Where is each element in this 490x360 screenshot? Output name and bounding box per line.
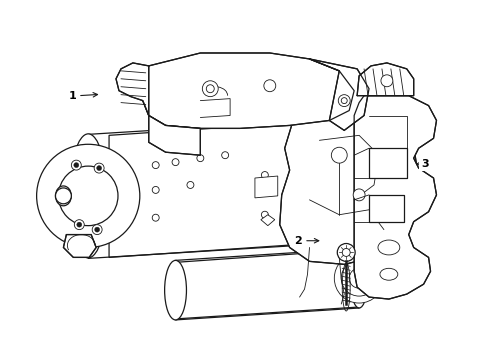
Ellipse shape bbox=[380, 268, 398, 280]
Circle shape bbox=[152, 214, 159, 221]
Circle shape bbox=[341, 260, 377, 296]
Ellipse shape bbox=[378, 240, 400, 255]
Text: 3: 3 bbox=[416, 159, 429, 169]
Circle shape bbox=[353, 189, 365, 201]
Circle shape bbox=[97, 166, 101, 171]
Circle shape bbox=[77, 222, 82, 227]
Circle shape bbox=[187, 181, 194, 188]
Polygon shape bbox=[143, 53, 354, 129]
Circle shape bbox=[92, 225, 102, 235]
Polygon shape bbox=[310, 59, 369, 130]
Circle shape bbox=[337, 243, 355, 261]
Circle shape bbox=[349, 268, 369, 288]
Polygon shape bbox=[116, 63, 149, 116]
Text: 2: 2 bbox=[294, 236, 319, 246]
Polygon shape bbox=[369, 195, 404, 222]
Circle shape bbox=[206, 85, 214, 93]
Circle shape bbox=[261, 211, 269, 218]
Ellipse shape bbox=[165, 260, 187, 320]
Circle shape bbox=[95, 227, 99, 232]
Circle shape bbox=[37, 144, 140, 247]
Circle shape bbox=[261, 172, 269, 179]
Circle shape bbox=[152, 186, 159, 193]
Ellipse shape bbox=[70, 134, 107, 258]
Circle shape bbox=[74, 163, 79, 168]
Circle shape bbox=[334, 253, 384, 303]
Circle shape bbox=[331, 147, 347, 163]
Polygon shape bbox=[175, 249, 359, 319]
Circle shape bbox=[221, 152, 229, 159]
Circle shape bbox=[74, 220, 84, 230]
Circle shape bbox=[197, 155, 204, 162]
Circle shape bbox=[72, 160, 81, 170]
Ellipse shape bbox=[350, 248, 368, 308]
Circle shape bbox=[172, 159, 179, 166]
Circle shape bbox=[152, 162, 159, 168]
Polygon shape bbox=[354, 96, 437, 299]
Circle shape bbox=[341, 98, 347, 104]
Polygon shape bbox=[261, 215, 275, 226]
Text: 1: 1 bbox=[69, 91, 98, 101]
Circle shape bbox=[202, 81, 218, 96]
Ellipse shape bbox=[317, 119, 342, 243]
Polygon shape bbox=[369, 148, 407, 178]
Polygon shape bbox=[280, 105, 418, 264]
Circle shape bbox=[381, 75, 393, 87]
Polygon shape bbox=[109, 121, 327, 257]
Circle shape bbox=[264, 80, 276, 92]
Circle shape bbox=[55, 188, 72, 204]
Ellipse shape bbox=[55, 186, 72, 206]
Circle shape bbox=[338, 95, 350, 107]
Circle shape bbox=[342, 248, 350, 256]
Polygon shape bbox=[63, 235, 96, 257]
Circle shape bbox=[94, 163, 104, 173]
Polygon shape bbox=[255, 176, 278, 198]
Circle shape bbox=[58, 166, 118, 226]
Polygon shape bbox=[357, 63, 414, 96]
Polygon shape bbox=[149, 116, 200, 155]
